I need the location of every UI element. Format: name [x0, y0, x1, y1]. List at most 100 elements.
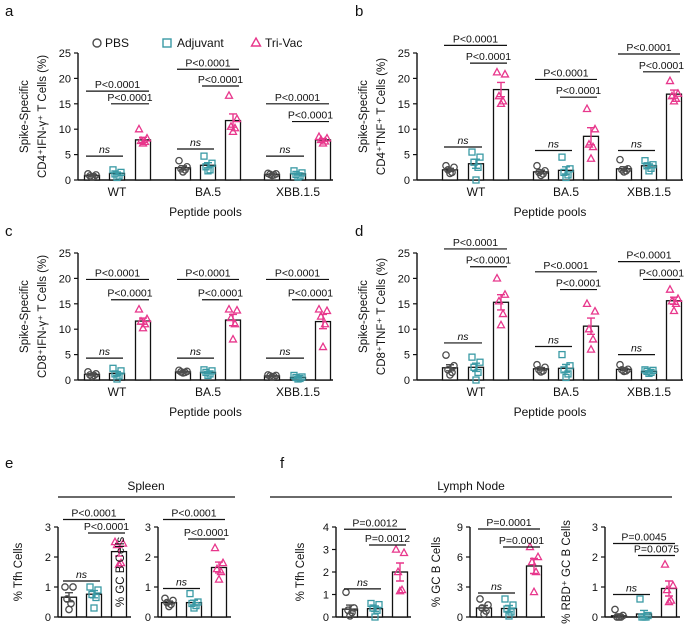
error-bar	[620, 367, 628, 372]
data-point-triangle	[228, 126, 238, 135]
y-tick-label: 15	[59, 299, 71, 311]
y-tick-label: 0	[592, 612, 598, 624]
error-bar	[562, 363, 570, 373]
p-value-label: P<0.0001	[288, 110, 333, 122]
error-bar	[665, 580, 673, 597]
data-point-triangle	[228, 334, 238, 343]
data-point-square	[476, 153, 484, 161]
y-axis-label: % Tfh Cells	[13, 542, 25, 601]
y-tick-label: 1	[592, 582, 598, 594]
data-point-circle	[533, 161, 541, 170]
data-point-circle	[446, 371, 454, 379]
y-tick-label: 15	[398, 99, 410, 111]
error-bar	[446, 167, 454, 173]
y-tick-label: 10	[59, 124, 71, 136]
data-point-triangle	[224, 90, 234, 99]
x-tick-label: WT	[108, 185, 127, 199]
data-point-triangle	[232, 305, 242, 314]
x-tick-label: WT	[108, 385, 127, 399]
data-point-circle	[342, 588, 350, 597]
y-tick-label: 2	[145, 552, 151, 564]
data-point-triangle	[533, 551, 543, 561]
data-point-square	[113, 375, 121, 383]
error-bar	[472, 362, 480, 373]
data-point-square	[474, 163, 482, 171]
y-tick-label: 20	[59, 73, 71, 85]
y-tick-label: 10	[398, 324, 410, 336]
y-tick-label: 0	[404, 175, 410, 187]
error-bar	[505, 604, 513, 613]
error-bar	[268, 173, 276, 176]
error-bar	[480, 604, 488, 612]
data-point-triangle	[582, 298, 592, 308]
chart-panel-c: c 0 5 10 15 20 25 Spike-Specific CD8⁺IFN-γ⁺ T Ce…	[5, 223, 333, 419]
data-point-triangle	[232, 113, 242, 123]
data-point-circle	[450, 361, 458, 370]
y-tick-label: 0	[145, 612, 151, 624]
data-point-triangle	[314, 304, 324, 313]
error-bar	[113, 171, 121, 176]
x-tick-label: WT	[467, 185, 486, 199]
x-tick-label: BA.5	[553, 385, 579, 399]
y-tick-label: 0	[404, 375, 410, 387]
p-value-label: P<0.0001	[198, 288, 243, 300]
y-tick-label: 9	[457, 522, 463, 534]
p-value-label: P=0.0001	[486, 517, 531, 529]
y-tick-label: 3	[457, 582, 463, 594]
data-point-square	[294, 375, 302, 383]
data-point-triangle	[397, 584, 407, 594]
p-value-label: P<0.0001	[71, 508, 116, 520]
data-point-triangle	[660, 559, 670, 568]
error-bar	[294, 376, 302, 379]
p-value-label: P=0.0045	[621, 532, 666, 544]
data-point-square	[470, 363, 478, 371]
y-tick-label: 1	[45, 582, 51, 594]
y-tick-label: 0	[457, 612, 463, 624]
y-tick-label: 3	[592, 522, 598, 534]
error-bar	[645, 163, 653, 169]
p-value-label: P<0.0001	[95, 79, 140, 91]
data-point-triangle	[588, 141, 598, 151]
data-point-triangle	[318, 138, 328, 147]
data-point-triangle	[664, 596, 674, 606]
section-spleen: Spleen	[58, 479, 235, 498]
y-tick-label: 20	[398, 73, 410, 85]
error-bar	[204, 370, 212, 375]
y-tick-label: 0	[65, 175, 71, 187]
data-point-square	[505, 612, 513, 620]
p-value-label: P<0.0001	[466, 51, 511, 63]
y-tick-label: 15	[59, 99, 71, 111]
error-bar	[204, 162, 212, 169]
error-bar	[229, 113, 237, 128]
x-tick-label: XBB.1.5	[627, 385, 671, 399]
trivac-legend-marker-triangle-icon	[250, 36, 262, 47]
data-point-triangle	[492, 273, 502, 282]
p-value-label: P<0.0001	[556, 278, 601, 290]
ns-label: ns	[548, 139, 560, 151]
ns-label: ns	[548, 334, 560, 346]
ns-label: ns	[457, 331, 469, 343]
data-point-triangle	[492, 67, 502, 76]
data-point-square	[472, 176, 480, 184]
data-point-triangle	[399, 547, 409, 557]
error-bar	[562, 166, 570, 175]
error-bar	[645, 370, 653, 373]
ns-label: ns	[631, 139, 643, 151]
y-axis-label: CD4⁺IFN-γ⁺ T Cells (%)	[37, 55, 49, 178]
data-point-square	[566, 362, 574, 370]
ns-label: ns	[99, 144, 111, 156]
data-point-square	[111, 370, 119, 378]
y-tick-label: 20	[398, 273, 410, 285]
section-label-lymph-node: Lymph Node	[437, 479, 505, 493]
data-point-triangle	[496, 319, 506, 329]
y-tick-label: 10	[59, 324, 71, 336]
data-point-square	[86, 583, 94, 591]
error-bar	[179, 370, 187, 374]
ns-label: ns	[279, 346, 291, 358]
ns-label: ns	[457, 135, 469, 147]
p-value-label: P<0.0001	[275, 267, 320, 279]
data-point-circle	[616, 155, 624, 164]
error-bar	[620, 166, 628, 172]
